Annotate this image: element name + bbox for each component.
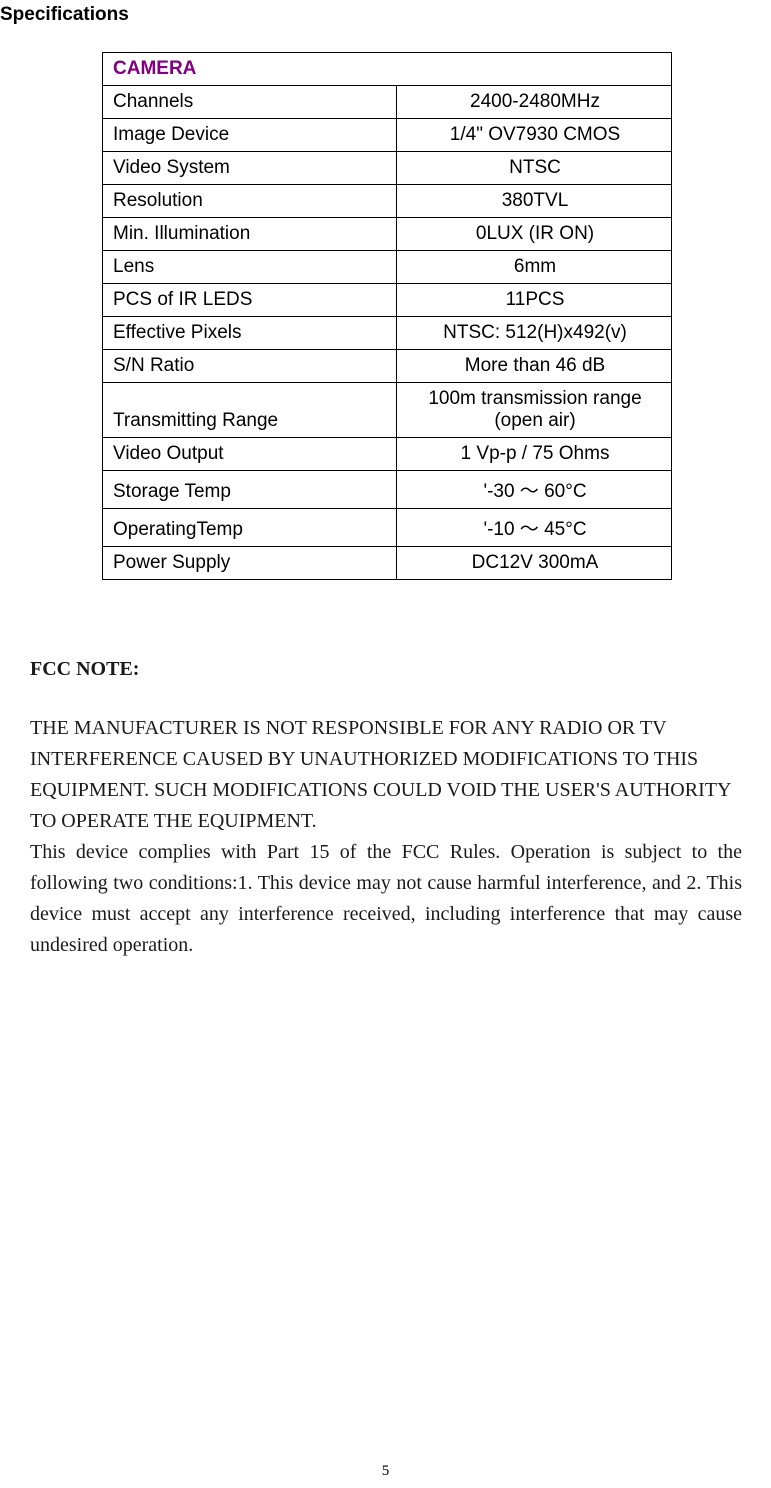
spec-label: Image Device: [103, 119, 397, 152]
table-row: Power Supply DC12V 300mA: [103, 547, 672, 580]
spec-label: Video Output: [103, 438, 397, 471]
spec-label: Channels: [103, 86, 397, 119]
spec-label: Min. Illumination: [103, 218, 397, 251]
spec-value: 2400-2480MHz: [397, 86, 672, 119]
fcc-note: FCC NOTE: THE MANUFACTURER IS NOT RESPON…: [30, 654, 742, 961]
spec-value: 11PCS: [397, 284, 672, 317]
spec-label: Power Supply: [103, 547, 397, 580]
spec-label: OperatingTemp: [103, 509, 397, 547]
table-row: Resolution 380TVL: [103, 185, 672, 218]
table-row: Lens 6mm: [103, 251, 672, 284]
table-row: Video System NTSC: [103, 152, 672, 185]
fcc-body-text: This device complies with Part 15 of the…: [30, 837, 742, 961]
spec-value: 1/4" OV7930 CMOS: [397, 119, 672, 152]
fcc-caps-text: THE MANUFACTURER IS NOT RESPONSIBLE FOR …: [30, 713, 742, 837]
table-row: Storage Temp '-30 ～ 60°C: [103, 471, 672, 509]
page: Specifications CAMERA Channels 2400-2480…: [0, 0, 771, 1488]
spec-value: 380TVL: [397, 185, 672, 218]
table-row: Video Output 1 Vp-p / 75 Ohms: [103, 438, 672, 471]
spec-label: Lens: [103, 251, 397, 284]
spec-value: '-10 ～ 45°C: [397, 509, 672, 547]
spec-label: Video System: [103, 152, 397, 185]
spec-label: Resolution: [103, 185, 397, 218]
spec-label: Storage Temp: [103, 471, 397, 509]
spec-value: DC12V 300mA: [397, 547, 672, 580]
section-title: Specifications: [0, 4, 129, 26]
table-header-cell: CAMERA: [103, 53, 672, 86]
spec-value: 6mm: [397, 251, 672, 284]
fcc-heading: FCC NOTE:: [30, 654, 742, 685]
spec-value: 0LUX (IR ON): [397, 218, 672, 251]
spec-value: NTSC: 512(H)x492(v): [397, 317, 672, 350]
table-row: Transmitting Range 100m transmission ran…: [103, 383, 672, 438]
spec-label: Transmitting Range: [103, 383, 397, 438]
table-header-row: CAMERA: [103, 53, 672, 86]
table-row: Image Device 1/4" OV7930 CMOS: [103, 119, 672, 152]
table-row: OperatingTemp '-10 ～ 45°C: [103, 509, 672, 547]
spec-value: '-30 ～ 60°C: [397, 471, 672, 509]
spec-label: PCS of IR LEDS: [103, 284, 397, 317]
page-number: 5: [0, 1463, 771, 1480]
table-row: Effective Pixels NTSC: 512(H)x492(v): [103, 317, 672, 350]
spec-value: 1 Vp-p / 75 Ohms: [397, 438, 672, 471]
spec-label: Effective Pixels: [103, 317, 397, 350]
spec-value: More than 46 dB: [397, 350, 672, 383]
spec-label: S/N Ratio: [103, 350, 397, 383]
spec-value: NTSC: [397, 152, 672, 185]
table-row: Min. Illumination 0LUX (IR ON): [103, 218, 672, 251]
table-row: PCS of IR LEDS 11PCS: [103, 284, 672, 317]
spec-value: 100m transmission range (open air): [397, 383, 672, 438]
table-row: S/N Ratio More than 46 dB: [103, 350, 672, 383]
table-row: Channels 2400-2480MHz: [103, 86, 672, 119]
spec-table: CAMERA Channels 2400-2480MHz Image Devic…: [102, 52, 672, 580]
